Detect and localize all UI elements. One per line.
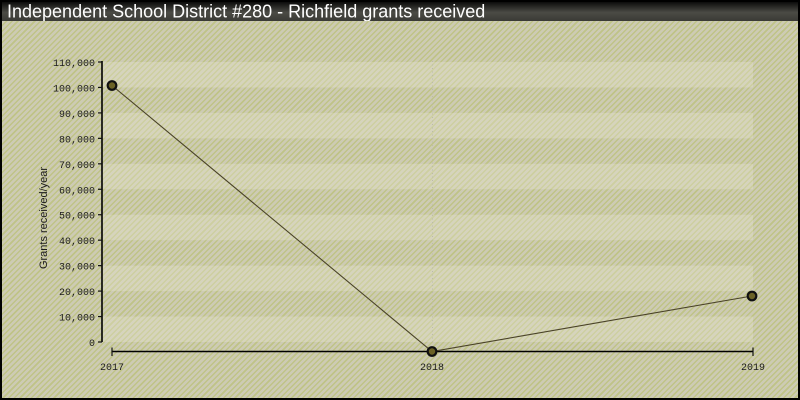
svg-text:110,000: 110,000 [53, 59, 95, 70]
svg-text:Grants received/year: Grants received/year [38, 167, 50, 269]
svg-text:90,000: 90,000 [59, 110, 95, 121]
svg-text:30,000: 30,000 [59, 263, 95, 274]
svg-text:80,000: 80,000 [59, 135, 95, 146]
svg-text:50,000: 50,000 [59, 212, 95, 223]
svg-text:2019: 2019 [741, 363, 765, 374]
svg-text:70,000: 70,000 [59, 161, 95, 172]
svg-text:40,000: 40,000 [59, 237, 95, 248]
svg-text:100,000: 100,000 [53, 84, 95, 95]
svg-text:2018: 2018 [420, 363, 444, 374]
svg-text:10,000: 10,000 [59, 314, 95, 325]
svg-text:20,000: 20,000 [59, 288, 95, 299]
svg-text:60,000: 60,000 [59, 186, 95, 197]
svg-text:2017: 2017 [100, 363, 124, 374]
svg-text:0: 0 [89, 339, 95, 350]
